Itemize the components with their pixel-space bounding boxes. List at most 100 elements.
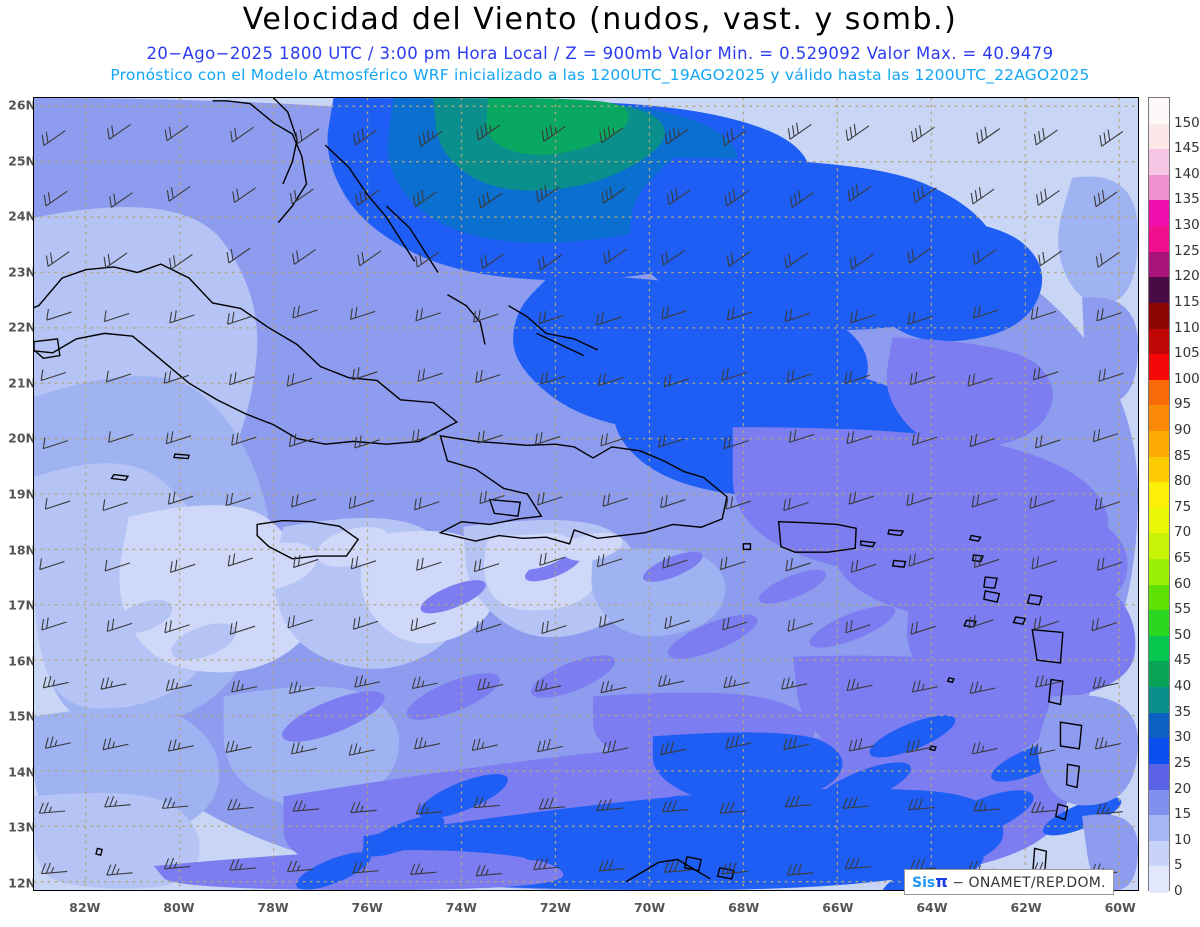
coastline-path	[968, 534, 982, 542]
wind-barb	[42, 675, 69, 689]
wind-barb	[348, 743, 375, 756]
wind-barb	[348, 495, 375, 509]
wind-barb	[38, 802, 66, 814]
wind-barb	[108, 431, 134, 443]
wind-barb	[907, 311, 934, 325]
wind-barb	[226, 247, 251, 264]
wind-barb	[666, 187, 691, 206]
wind-barb	[292, 800, 320, 812]
wind-barb	[662, 555, 688, 569]
wind-barb	[164, 125, 189, 142]
colorbar-tick: 0	[1174, 883, 1183, 899]
wind-barb	[658, 674, 685, 687]
wind-barb	[599, 125, 624, 144]
wind-barb	[477, 677, 504, 691]
shading-streak	[296, 852, 371, 890]
wind-barb	[161, 797, 189, 809]
wind-barb	[660, 741, 687, 756]
wind-barb	[46, 308, 72, 321]
wind-barb	[40, 369, 67, 382]
wind-barb	[225, 492, 251, 507]
colorbar-tick: 95	[1174, 396, 1192, 413]
colorbar-band	[1149, 584, 1169, 611]
lat-tick-24N: 24N	[0, 209, 43, 224]
page-title: Velocidad del Viento (nudos, vast. y som…	[242, 2, 958, 37]
coastline-path	[963, 619, 977, 628]
map-frame	[33, 97, 1139, 891]
colorbar-tick: 85	[1174, 447, 1192, 464]
coastline-path	[891, 559, 907, 568]
colorbar-tick: 60	[1174, 575, 1192, 592]
wind-barb	[479, 490, 505, 505]
wind-barb	[471, 738, 498, 751]
wind-barb	[167, 739, 194, 752]
wind-barb	[847, 184, 872, 202]
wind-barb	[787, 863, 814, 876]
wind-barb	[480, 253, 505, 270]
colorbar-tick: 55	[1174, 601, 1192, 618]
shading-streak	[809, 605, 896, 648]
colorbar-band	[1149, 661, 1169, 688]
shading-region	[34, 792, 200, 889]
coastline-path	[34, 338, 61, 360]
wind-barb	[596, 799, 623, 812]
colorbar-tick-labels: 150 145 140 135 130 125 120 115 110 105 100 95 90 85 8…	[1174, 97, 1200, 899]
wind-barb	[848, 491, 875, 505]
wind-barb	[107, 123, 131, 140]
coastline-path	[438, 434, 728, 545]
wind-barb	[538, 254, 562, 271]
wind-barb	[973, 554, 1000, 568]
wind-barb	[1029, 495, 1055, 509]
subtitle-run-info: 20−Ago−2025 1800 UTC / 3:00 pm Hora Loca…	[146, 44, 1054, 63]
wind-barb	[533, 858, 560, 871]
wind-barb	[844, 857, 872, 870]
coastline-path	[983, 590, 1001, 603]
coastline-path	[683, 855, 702, 872]
map-container[interactable]	[33, 97, 1139, 891]
wind-barb	[41, 617, 67, 631]
wind-barb	[846, 678, 873, 692]
colorbar-band	[1149, 302, 1169, 330]
wind-barb	[596, 312, 622, 326]
wind-barb	[663, 374, 690, 388]
wind-barb	[1031, 801, 1058, 814]
coastline-path	[447, 294, 486, 345]
shading-streak	[53, 275, 134, 320]
wind-barb	[724, 189, 749, 207]
wind-barb	[541, 620, 567, 635]
wind-barb	[537, 738, 564, 753]
wind-barb	[970, 187, 995, 205]
colorbar-band	[1149, 226, 1169, 253]
logo-sis-text: Sis	[912, 875, 936, 891]
colorbar-band	[1149, 507, 1169, 534]
wind-barb	[969, 681, 996, 694]
shading-region	[1058, 176, 1138, 304]
wind-barb	[538, 797, 566, 810]
lat-tick-14N: 14N	[0, 764, 43, 779]
colorbar-band	[1149, 430, 1169, 458]
coastline-path	[1065, 763, 1081, 789]
wind-barb	[292, 249, 316, 265]
coastline-path	[34, 263, 459, 445]
wind-barb	[602, 493, 628, 507]
lat-tick-22N: 22N	[0, 320, 43, 335]
wind-barb	[600, 680, 627, 694]
wind-barb	[540, 371, 567, 385]
shading-region	[886, 337, 1053, 448]
wind-barb	[100, 677, 127, 690]
coastline-path	[716, 867, 735, 880]
colorbar-tick: 120	[1174, 268, 1200, 285]
wind-barb	[661, 306, 687, 320]
lat-tick-19N: 19N	[0, 487, 43, 502]
lat-tick-21N: 21N	[0, 375, 43, 390]
coastline-path	[946, 677, 955, 684]
wind-barb	[473, 558, 500, 573]
coastline-path	[536, 332, 584, 357]
wind-barb	[354, 675, 381, 688]
wind-barb	[416, 557, 442, 571]
lat-tick-12N: 12N	[0, 875, 43, 890]
colorbar-band	[1149, 456, 1169, 483]
wind-barb	[106, 864, 133, 876]
wind-barb	[600, 433, 626, 447]
coastline-path	[983, 576, 998, 589]
